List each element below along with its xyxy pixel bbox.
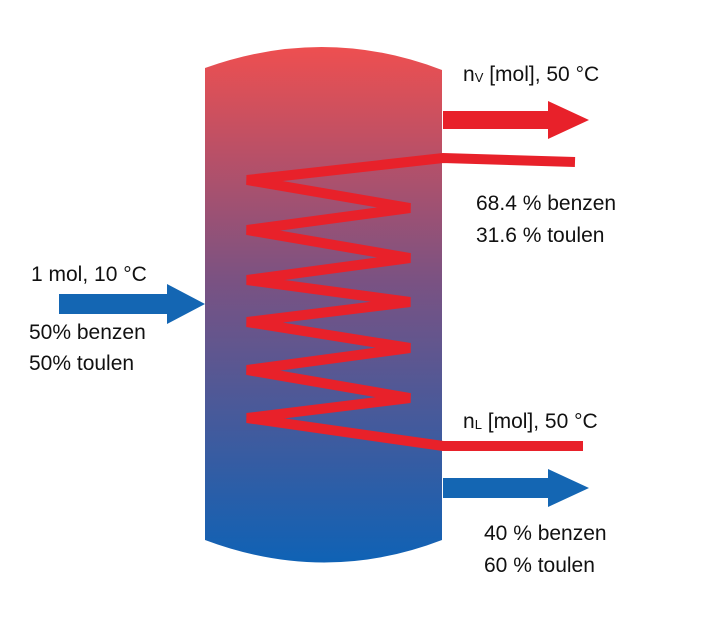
feed-composition-toluene: 50% toulen — [29, 352, 135, 375]
liquid-outlet-arrow — [443, 469, 589, 507]
vapor-flow-label: nV [mol], 50 °C — [463, 64, 599, 85]
vapor-composition-benzene: 68.4 % benzen — [476, 192, 617, 215]
liquid-flow-rest: [mol], 50 °C — [481, 410, 598, 433]
liquid-symbol: n — [463, 410, 475, 433]
vapor-flow-rest: [mol], 50 °C — [483, 63, 600, 86]
vapor-subscript: V — [474, 70, 484, 85]
vapor-composition-toluene: 31.6 % toulen — [476, 224, 605, 247]
heating-coil — [246, 152, 583, 451]
liquid-composition-benzene: 40 % benzen — [484, 522, 607, 545]
liquid-flow-label: nL [mol], 50 °C — [463, 411, 598, 432]
liquid-subscript: L — [474, 417, 482, 432]
feed-inlet-arrow — [59, 284, 205, 324]
feed-label: 1 mol, 10 °C — [31, 263, 147, 286]
liquid-composition-toluene: 60 % toulen — [484, 554, 595, 577]
vapor-symbol: n — [463, 63, 475, 86]
vapor-outlet-arrow — [443, 101, 589, 139]
feed-composition-benzene: 50% benzen — [29, 321, 146, 344]
